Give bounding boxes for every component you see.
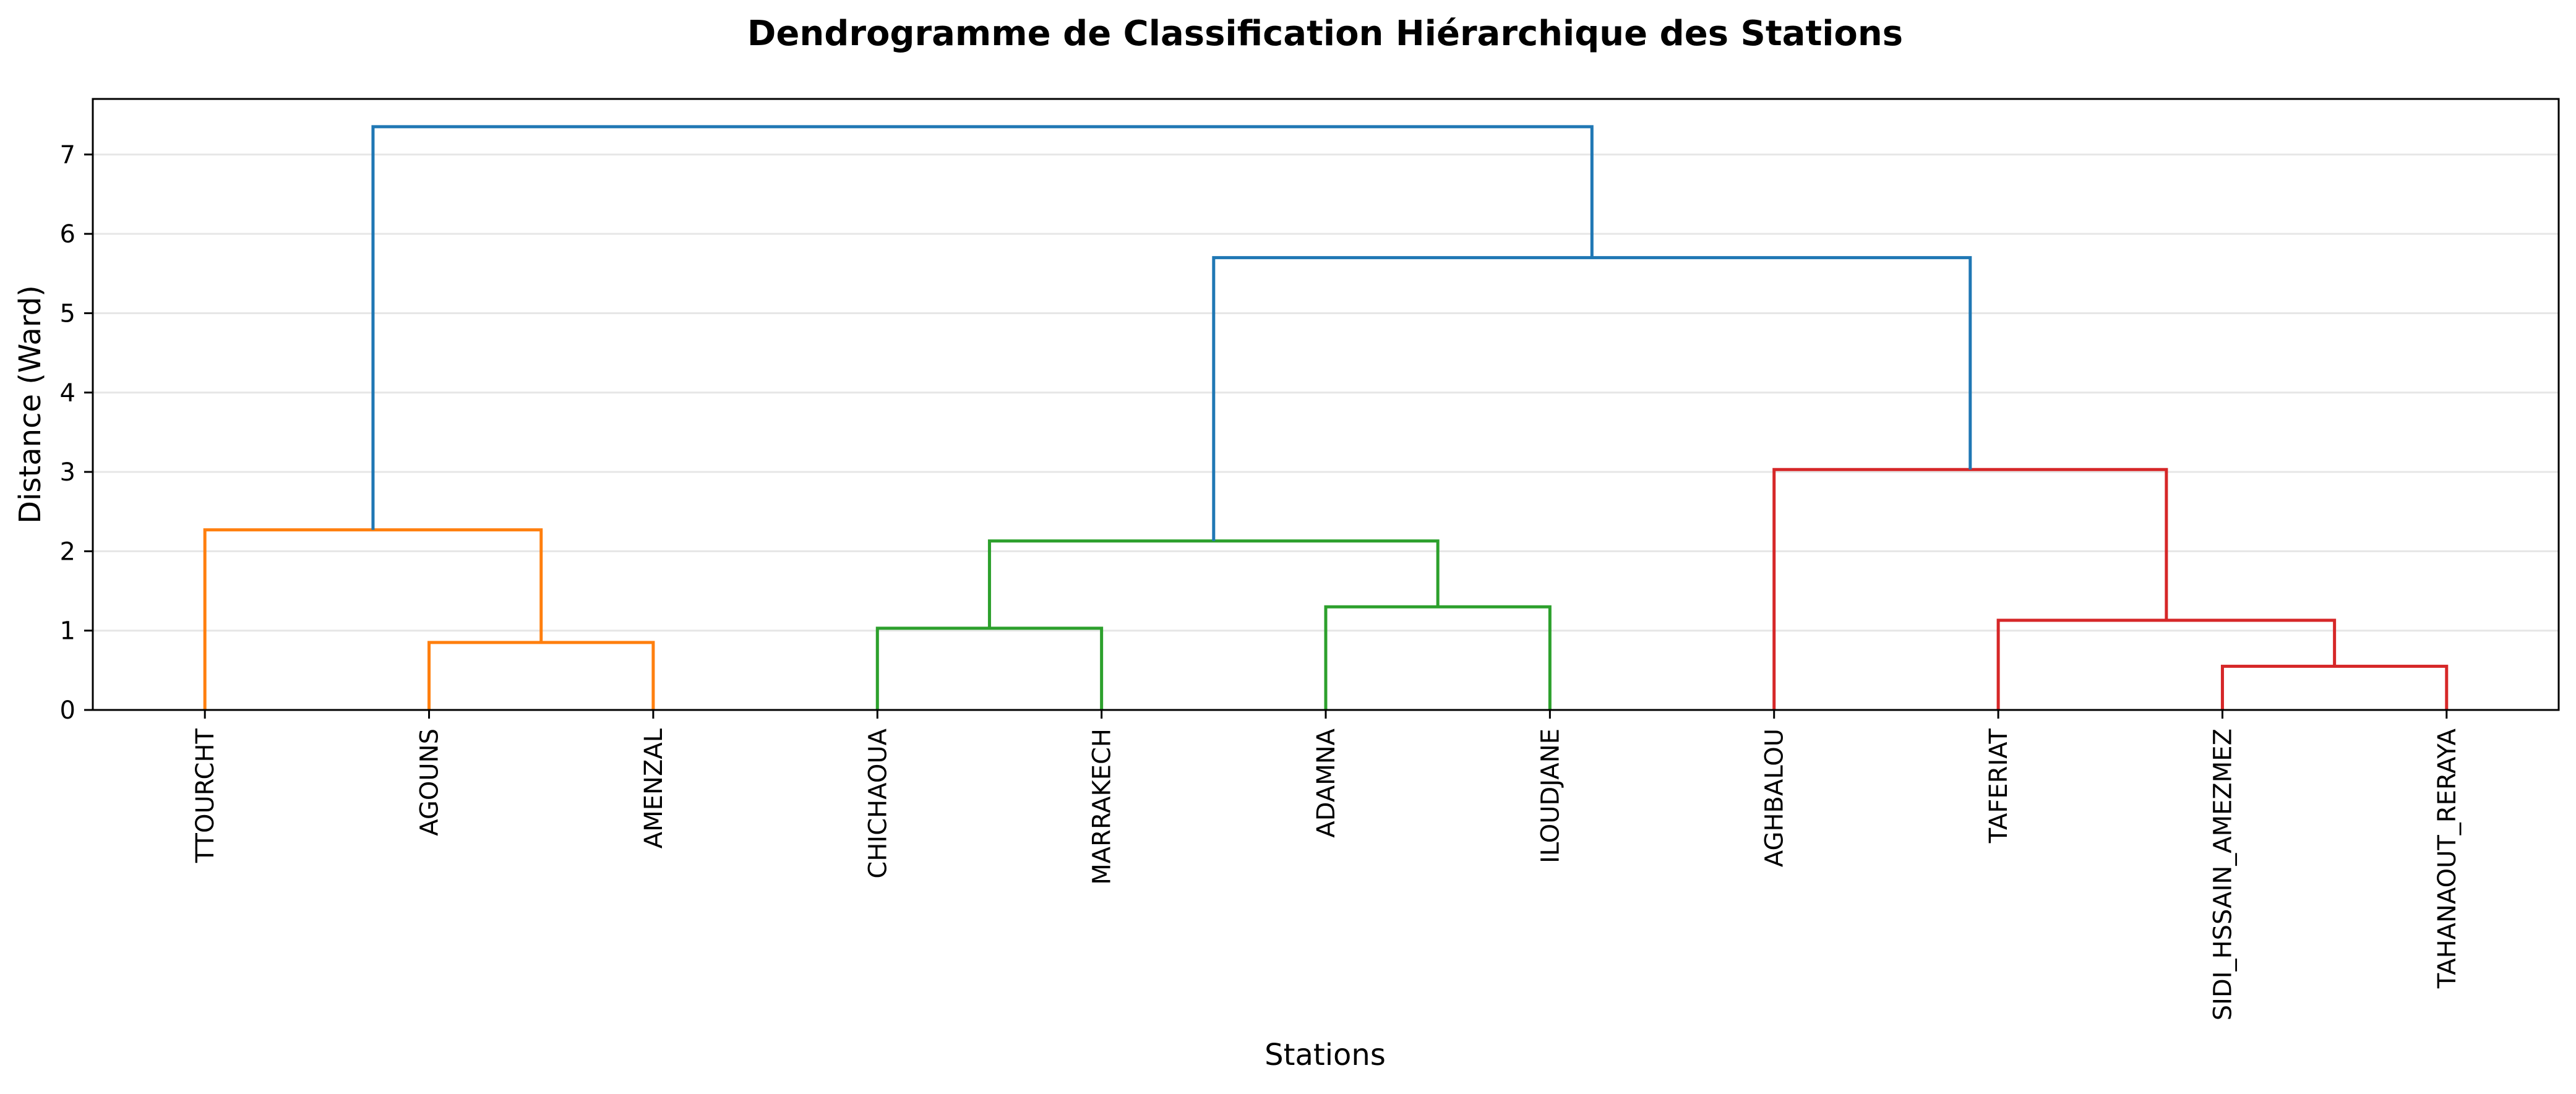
y-tick-label: 1 (60, 617, 75, 646)
chart-title: Dendrogramme de Classification Hiérarchi… (747, 14, 1903, 54)
leaf-label: AGOUNS (416, 729, 444, 836)
y-tick-label: 7 (60, 141, 75, 169)
leaf-label: AGHBALOU (1761, 729, 1789, 867)
leaf-label: TAFERIAT (1985, 728, 2013, 844)
leaf-label: MARRAKECH (1088, 729, 1117, 885)
y-tick-label: 4 (60, 379, 75, 408)
dendrogram-link (875, 626, 1104, 710)
leaf-label: TTOURCHT (191, 728, 220, 863)
y-tick-label: 2 (60, 537, 75, 566)
y-tick-label: 6 (60, 220, 75, 249)
dendrogram-link (2220, 664, 2449, 710)
dendrogram-link (1996, 618, 2337, 710)
x-axis-label: Stations (1264, 1038, 1386, 1072)
y-axis-label: Distance (Ward) (13, 285, 48, 524)
y-tick-label: 3 (60, 458, 75, 487)
y-tick-label: 5 (60, 299, 75, 328)
leaf-label: ADAMNA (1312, 728, 1341, 837)
leaf-label: TAHANAOUT_RERAYA (2433, 728, 2462, 989)
dendrogram-link (203, 528, 543, 710)
grid-lines (93, 153, 2559, 711)
dendrogram-link (987, 539, 1440, 628)
y-axis-ticks: 0 1 2 3 4 5 6 7 (60, 141, 93, 725)
leaf-label: SIDI_HSSAIN_AMEZMEZ (2209, 729, 2237, 1020)
dendrogram-links (203, 125, 2449, 710)
leaf-label: AMENZAL (640, 728, 668, 848)
dendrogram-link (427, 641, 655, 710)
dendrogram-link (1212, 256, 1972, 541)
leaf-label: ILOUDJANE (1536, 729, 1565, 863)
x-axis-ticks: TTOURCHT AGOUNS AMENZAL CHICHAOUA MARRAKECH A… (191, 710, 2462, 1020)
dendrogram-link (371, 125, 1594, 530)
dendrogram-link (1772, 468, 2168, 710)
dendrogram-link (1324, 605, 1552, 710)
y-tick-label: 0 (60, 696, 75, 725)
leaf-label: CHICHAOUA (864, 728, 892, 878)
